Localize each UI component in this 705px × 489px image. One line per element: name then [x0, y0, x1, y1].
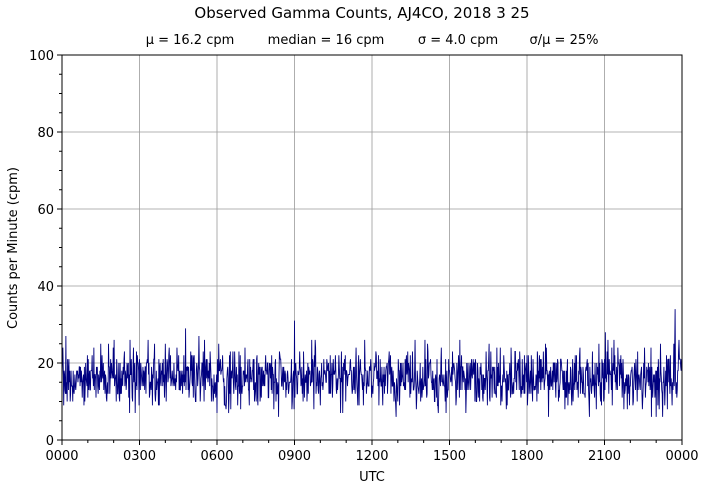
x-tick-label: 1500 — [433, 449, 466, 464]
y-tick-labels: 0 20 40 60 80 100 — [29, 49, 54, 449]
subtitle-sigma: σ = 4.0 cpm — [418, 33, 498, 48]
y-tick-label: 20 — [37, 357, 54, 372]
series-group — [61, 309, 683, 417]
x-axis-label: UTC — [359, 470, 385, 485]
y-tick-label: 0 — [46, 434, 54, 449]
y-axis-label: Counts per Minute (cpm) — [6, 167, 21, 329]
subtitle-median: median = 16 cpm — [268, 33, 385, 48]
x-tick-label: 0900 — [278, 449, 311, 464]
x-tick-label: 0300 — [123, 449, 156, 464]
subtitle-mean: μ = 16.2 cpm — [146, 33, 235, 48]
axis-ticks — [57, 54, 683, 445]
x-tick-label: 1200 — [355, 449, 388, 464]
y-tick-label: 100 — [29, 49, 54, 64]
subtitle-sigma-over-mu: σ/μ = 25% — [530, 33, 599, 48]
chart-title: Observed Gamma Counts, AJ4CO, 2018 3 25 — [194, 4, 529, 22]
x-tick-label: 0000 — [665, 449, 698, 464]
x-tick-label: 0600 — [200, 449, 233, 464]
x-tick-label: 2100 — [588, 449, 621, 464]
x-tick-label: 1800 — [510, 449, 543, 464]
x-tick-labels: 0000 0300 0600 0900 1200 1500 1800 2100 0000 — [45, 449, 698, 464]
gamma-count-series-line — [61, 309, 683, 417]
y-tick-label: 60 — [37, 203, 54, 218]
y-tick-label: 40 — [37, 280, 54, 295]
x-tick-label: 0000 — [45, 449, 78, 464]
y-tick-label: 80 — [37, 126, 54, 141]
